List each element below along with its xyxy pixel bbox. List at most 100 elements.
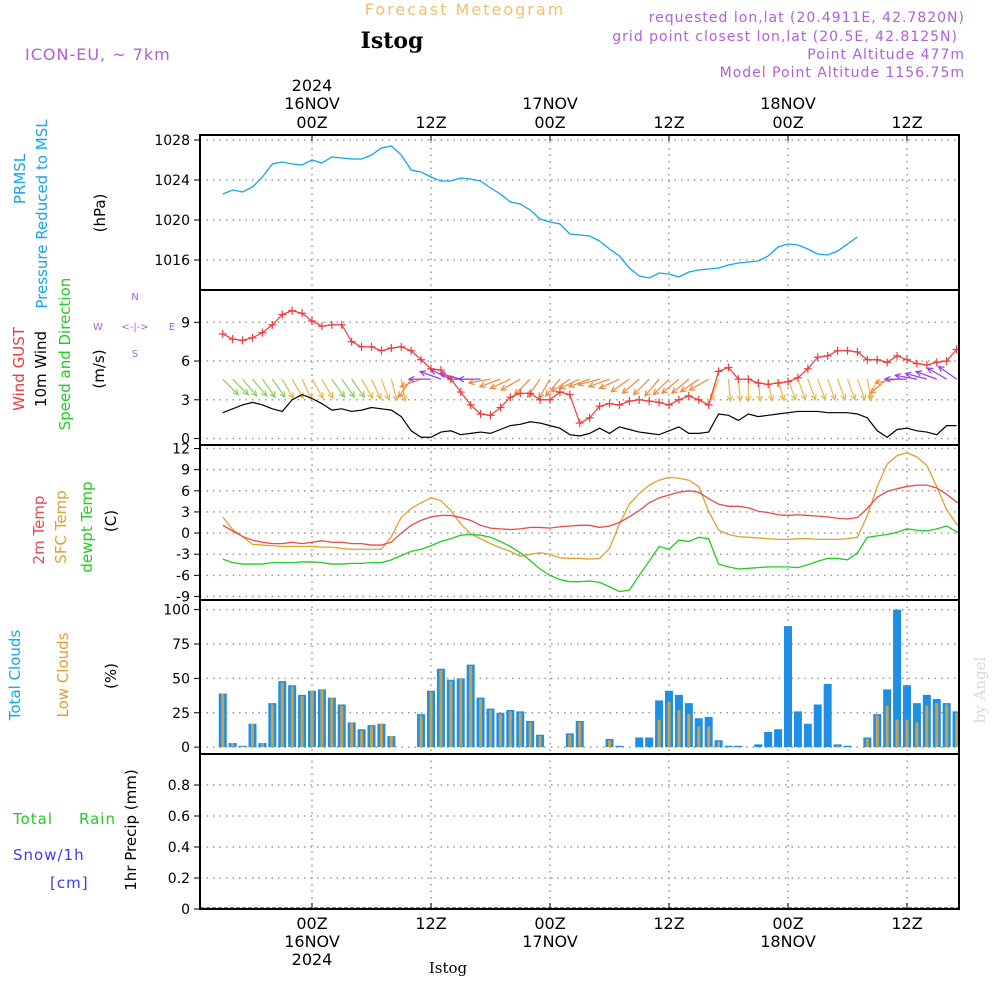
low-clouds-bar (528, 722, 532, 748)
gust-point (526, 389, 535, 398)
precip-unit: 1hr Precip (mm) (122, 769, 140, 890)
wind-arrow-shaft (680, 378, 700, 393)
total-clouds-bar (764, 732, 773, 748)
bottom-time-label: 00Z (296, 914, 327, 933)
top-time-label: 12Z (415, 113, 446, 132)
gust-point (853, 348, 862, 356)
gust-point (407, 346, 416, 355)
low-clouds-bar (895, 719, 899, 748)
wind-arrow-shaft (915, 371, 937, 380)
location-title: Istog (361, 28, 424, 54)
wind-arrow-head (500, 384, 508, 391)
gust-point (942, 357, 951, 366)
wind-arrow-head (850, 393, 857, 402)
wind-arrow-head (670, 387, 678, 395)
wind-arrow-shaft (514, 378, 531, 396)
wind-arrow-shaft (490, 378, 511, 389)
gust-point (337, 320, 346, 329)
gust-point (308, 317, 316, 325)
total-clouds-bar (774, 729, 783, 748)
wind-arrow (904, 371, 927, 380)
wind-arrow-head (232, 388, 240, 396)
low-clouds-bar (429, 692, 433, 748)
wind-arrow (846, 378, 857, 402)
wind-arrow (351, 378, 366, 399)
sfc-temp-line (222, 452, 959, 560)
wind-arrow-head (830, 393, 837, 402)
wind-arrow-head (358, 391, 366, 399)
low-clouds-bar (508, 711, 512, 748)
y-tick-label: 6 (181, 354, 190, 370)
gust-point (655, 398, 664, 407)
gust-point (278, 310, 287, 319)
compass-west: W (93, 322, 103, 333)
low-clouds-bar (241, 745, 245, 748)
low-clouds-bar (657, 719, 661, 748)
pressure-label-prmsl: PRMSL (11, 153, 29, 204)
gust-point (605, 399, 614, 408)
low-clouds-bar (578, 722, 582, 748)
wind-arrow (661, 378, 680, 395)
gridpoint-coords: grid point closest lon,lat (20.5E, 42.81… (612, 29, 958, 45)
gust-point (417, 355, 426, 364)
wind-arrow-shaft (837, 378, 846, 401)
total-clouds-bar (793, 711, 802, 748)
gust-point (784, 377, 792, 386)
wind-arrow (281, 378, 294, 400)
precip-rain-label: Rain (79, 810, 116, 828)
wind-arrow-head (478, 381, 486, 388)
gust-point (268, 320, 277, 329)
wind-arrow-head (587, 381, 595, 388)
low-clouds-bar (608, 740, 611, 748)
wind-arrow-shaft (644, 378, 660, 397)
low-clouds-bar (677, 710, 681, 748)
wind-arrow-head (338, 391, 346, 399)
wind-arrow-shaft (875, 378, 898, 384)
wind-arrow-head (621, 387, 629, 395)
low-clouds-bar (905, 719, 909, 748)
wind-label: 10m Wind (32, 331, 50, 407)
gust-point (764, 380, 773, 389)
low-clouds-bar (300, 696, 304, 748)
gust-point (397, 342, 406, 351)
total-clouds-bar (635, 737, 644, 748)
low-clouds-bar (370, 726, 373, 748)
wind-arrow (544, 378, 561, 397)
gust-point (536, 395, 545, 404)
top-date-label: 17NOV (522, 94, 578, 113)
wind-arrow-head (914, 370, 923, 377)
y-tick-label: 0.2 (168, 871, 190, 887)
dewpt-label: dewpt Temp (78, 481, 96, 572)
low-clouds-bar (439, 670, 443, 748)
low-clouds-bar (379, 723, 383, 748)
gust-point (635, 395, 644, 404)
compass-arrow: <-|-> (121, 322, 148, 333)
wind-arrow-head (709, 393, 716, 402)
wind-arrow (331, 378, 346, 399)
low-clouds-bar (221, 693, 225, 748)
low-clouds-bar (320, 689, 324, 748)
footer-location: Istog (429, 959, 468, 977)
gust-point (932, 358, 941, 367)
low-clouds-bar (330, 697, 334, 748)
wind-arrow (567, 378, 590, 388)
wind-arrow-shaft (526, 378, 541, 398)
wind-arrow-shaft (807, 378, 816, 401)
y-tick-label: 0 (181, 902, 190, 918)
gust-point (714, 367, 723, 376)
low-clouds-bar (449, 681, 453, 748)
wind-arrow-head (392, 394, 399, 402)
gust-point (863, 355, 872, 364)
wind-arrow-shaft (311, 378, 324, 399)
y-tick-label: 6 (181, 484, 190, 500)
gust-point (436, 366, 445, 375)
t2m-line (222, 484, 959, 546)
low-clouds-bar (469, 666, 473, 748)
wind-arrow (937, 365, 957, 380)
wind-arrow-shaft (468, 378, 491, 384)
panel-labels: PRMSL Pressure Reduced to MSL (hPa) Wind… (6, 119, 140, 892)
wind-arrow (252, 378, 268, 397)
pressure-series-line (222, 145, 858, 279)
wind-arrow (361, 378, 374, 400)
wind-arrow-head (489, 383, 497, 390)
